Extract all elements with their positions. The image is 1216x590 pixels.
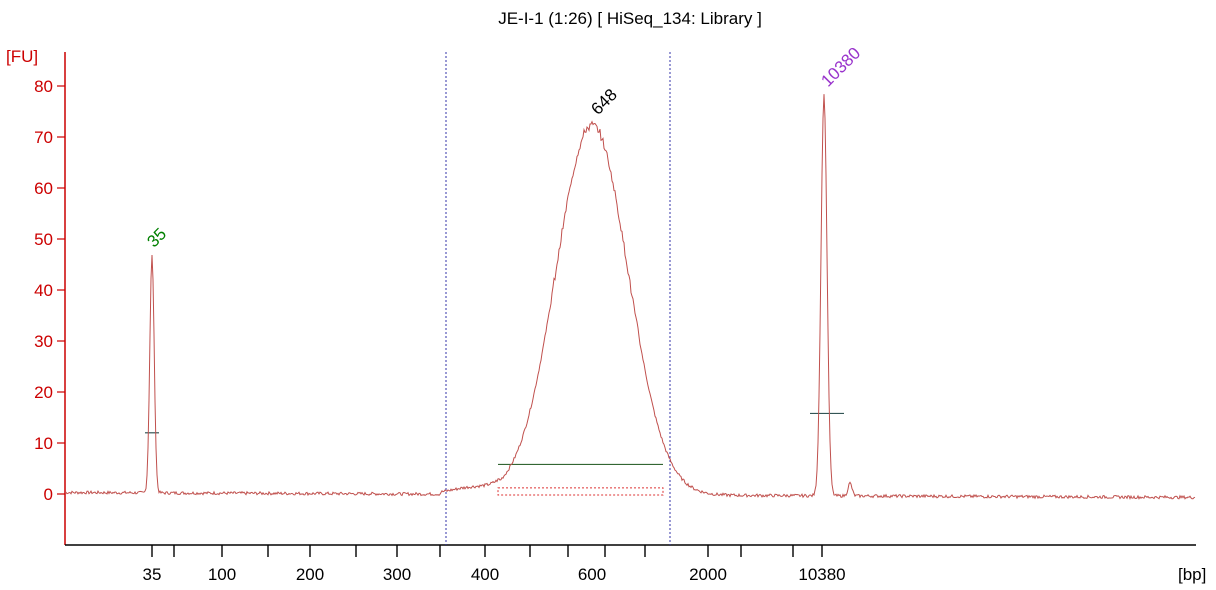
y-tick-label: 40 [34, 281, 53, 300]
region-outline [497, 487, 664, 496]
y-tick-label: 30 [34, 332, 53, 351]
x-tick-label: 100 [208, 565, 236, 584]
y-tick-label: 0 [44, 485, 53, 504]
x-tick-label: 300 [383, 565, 411, 584]
x-tick-label: 400 [471, 565, 499, 584]
x-tick-label: 10380 [798, 565, 845, 584]
peak-label: 648 [587, 85, 620, 118]
axes [64, 52, 1196, 546]
x-tick-label: 200 [296, 565, 324, 584]
y-tick-label: 10 [34, 434, 53, 453]
peak-label: 35 [143, 224, 170, 251]
x-tick-label: 35 [143, 565, 162, 584]
y-tick-label: 20 [34, 383, 53, 402]
y-tick-label: 70 [34, 128, 53, 147]
peak-labels: 35 648 10380 [143, 44, 864, 252]
x-axis-ticks: 35 100 200 300 400 600 2000 10380 [143, 545, 846, 584]
y-tick-label: 60 [34, 179, 53, 198]
y-tick-label: 50 [34, 230, 53, 249]
x-tick-label: 2000 [689, 565, 727, 584]
trace-layer [64, 94, 1196, 500]
trace-line [64, 94, 1196, 500]
y-axis-unit-label: [FU] [6, 47, 38, 66]
x-tick-label: 600 [578, 565, 606, 584]
chart-title: JE-I-1 (1:26) [ HiSeq_134: Library ] [498, 9, 762, 28]
region-markers [145, 52, 844, 545]
peak-label: 10380 [817, 44, 864, 91]
y-tick-label: 80 [34, 77, 53, 96]
x-axis-unit-label: [bp] [1178, 565, 1206, 584]
y-axis-ticks: 0 10 20 30 40 50 60 70 80 [34, 77, 65, 504]
